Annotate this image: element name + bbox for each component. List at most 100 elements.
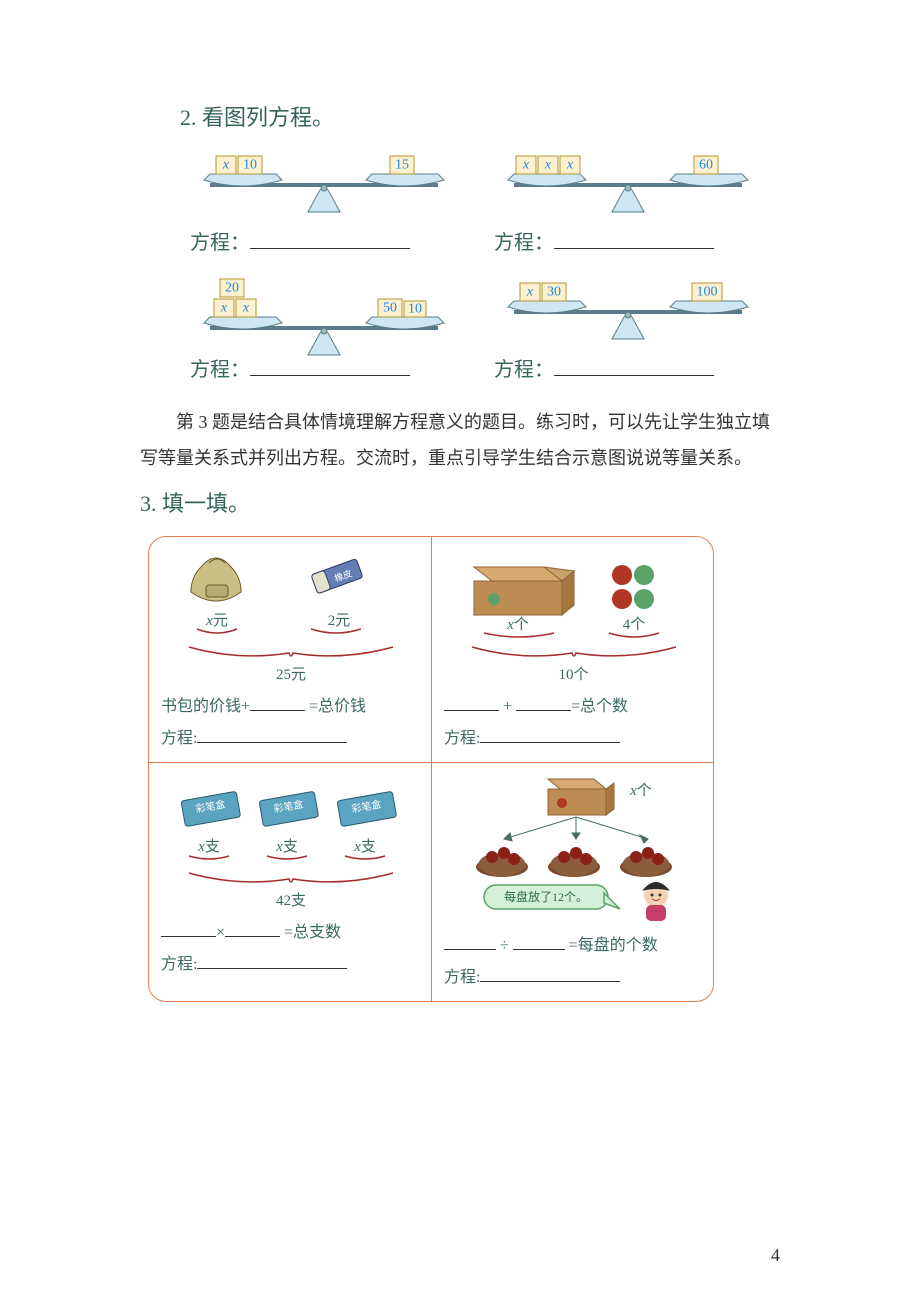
- weight-chip: 10: [408, 302, 422, 317]
- scale-unit: x 10 15 方程：: [190, 150, 458, 255]
- answer-blank: [197, 952, 347, 969]
- weight-chip: 10: [243, 158, 257, 173]
- weight-chip: 100: [697, 285, 718, 300]
- balance-scale-diagram: 20 x x 50 10: [190, 277, 458, 365]
- answer-blank: [554, 228, 714, 249]
- document-page: 2. 看图列方程。: [0, 0, 920, 1302]
- total-label: 42支: [161, 889, 421, 910]
- box-icon: [474, 567, 574, 615]
- panel-row: 橡皮 x元 2元 25元 书包的价钱+ =总价钱: [149, 537, 713, 762]
- weight-chip: 15: [395, 158, 409, 173]
- relation-line: 书包的价钱+ =总价钱: [161, 692, 421, 716]
- split-arrows-icon: [504, 817, 648, 843]
- equation-label: 方程：: [190, 232, 250, 254]
- relation-text: =总价钱: [305, 698, 366, 715]
- eraser-icon: 橡皮: [311, 559, 363, 594]
- scale-unit: x x x 60 方程：: [494, 150, 762, 255]
- equation-line: 方程：: [190, 226, 458, 255]
- relation-line: + =总个数: [444, 692, 703, 716]
- relation-text: =总支数: [280, 924, 341, 941]
- answer-blank: [444, 694, 499, 711]
- basket-icon: [476, 847, 672, 877]
- box-icon: [548, 779, 614, 815]
- equation-label: 方程:: [444, 969, 480, 986]
- brace-icon: [464, 645, 684, 663]
- svg-text:x个: x个: [629, 782, 652, 799]
- weight-chip: x: [522, 158, 530, 173]
- item-label: 4个: [623, 616, 646, 633]
- panel-illustration: 彩笔盒 彩笔盒 彩笔盒 x支 x支: [161, 773, 421, 883]
- answer-blank: [513, 933, 565, 950]
- answer-blank: [250, 694, 305, 711]
- speech-bubble: 每盘放了12个。: [484, 885, 620, 909]
- svg-text:x支: x支: [353, 838, 376, 855]
- scale-unit: 20 x x 50 10 方程：: [190, 277, 458, 382]
- q3-panel-grid: 橡皮 x元 2元 25元 书包的价钱+ =总价钱: [148, 536, 714, 1002]
- equation-label: 方程：: [190, 359, 250, 381]
- answer-blank: [444, 933, 496, 950]
- balance-scale-diagram: x x x 60: [494, 150, 762, 222]
- item-label: 2元: [328, 613, 351, 629]
- equation-line: 方程：: [494, 226, 762, 255]
- relation-line: × =总支数: [161, 918, 421, 942]
- weight-chip: 60: [699, 158, 713, 173]
- answer-blank: [554, 355, 714, 376]
- answer-blank: [197, 726, 347, 743]
- speech-text: 每盘放了12个。: [504, 889, 588, 904]
- weight-chip: 30: [547, 285, 561, 300]
- weight-chip: x: [526, 285, 534, 300]
- backpack-icon: [191, 558, 241, 601]
- explanation-paragraph: 第 3 题是结合具体情境理解方程意义的题目。练习时，可以先让学生独立填写等量关系…: [140, 404, 780, 476]
- equation-label: 方程：: [494, 359, 554, 381]
- relation-text: ×: [216, 924, 225, 941]
- relation-text: =总个数: [571, 698, 628, 715]
- equation-line: 方程:: [444, 963, 703, 987]
- relation-text: ÷: [500, 937, 509, 954]
- relation-text: 书包的价钱+: [161, 698, 250, 715]
- relation-text: =每盘的个数: [565, 937, 658, 954]
- svg-text:x支: x支: [275, 838, 298, 855]
- weight-chip: 20: [225, 281, 239, 296]
- child-avatar-icon: [642, 882, 670, 921]
- balance-scale-diagram: x 10 15: [190, 150, 458, 222]
- pencilbox-icon: 彩笔盒 彩笔盒 彩笔盒: [181, 791, 397, 826]
- relation-line: ÷ =每盘的个数: [444, 931, 703, 955]
- equation-line: 方程：: [494, 353, 762, 382]
- balance-scale-diagram: x 30 100: [494, 277, 762, 349]
- weight-chip: x: [566, 158, 574, 173]
- panel-row: 彩笔盒 彩笔盒 彩笔盒 x支 x支: [149, 762, 713, 1001]
- answer-blank: [250, 228, 410, 249]
- svg-text:x个: x个: [506, 616, 529, 633]
- weight-chip: 50: [383, 301, 397, 316]
- equation-line: 方程:: [161, 724, 421, 748]
- panel-illustration: x个: [444, 773, 706, 923]
- q3-title: 3. 填一填。: [140, 486, 780, 518]
- scale-unit: x 30 100 方程：: [494, 277, 762, 382]
- answer-blank: [161, 920, 216, 937]
- q2-scales: x 10 15 方程：: [190, 150, 780, 382]
- equation-label: 方程：: [494, 232, 554, 254]
- panel: 彩笔盒 彩笔盒 彩笔盒 x支 x支: [149, 763, 431, 1001]
- page-number: 4: [771, 1245, 780, 1266]
- equation-label: 方程:: [161, 730, 197, 747]
- scale-row: x 10 15 方程：: [190, 150, 780, 255]
- answer-blank: [516, 694, 571, 711]
- equation-line: 方程:: [444, 724, 703, 748]
- item-label: x: [205, 613, 213, 629]
- panel: x个 4个 10个 + =总个数 方程:: [431, 537, 713, 762]
- q2-title: 2. 看图列方程。: [180, 100, 780, 132]
- panel-illustration: 橡皮 x元 2元: [161, 547, 421, 645]
- total-label: 10个: [444, 663, 703, 684]
- panel-illustration: x个 4个: [444, 547, 704, 645]
- scale-row: 20 x x 50 10 方程：: [190, 277, 780, 382]
- brace-icon: [181, 645, 401, 663]
- equation-label: 方程:: [444, 730, 480, 747]
- answer-blank: [225, 920, 280, 937]
- weight-chip: x: [220, 301, 228, 316]
- weight-chip: x: [222, 158, 230, 173]
- equation-line: 方程:: [161, 950, 421, 974]
- answer-blank: [480, 726, 620, 743]
- weight-chip: x: [544, 158, 552, 173]
- svg-text:x元: x元: [205, 613, 228, 629]
- answer-blank: [480, 965, 620, 982]
